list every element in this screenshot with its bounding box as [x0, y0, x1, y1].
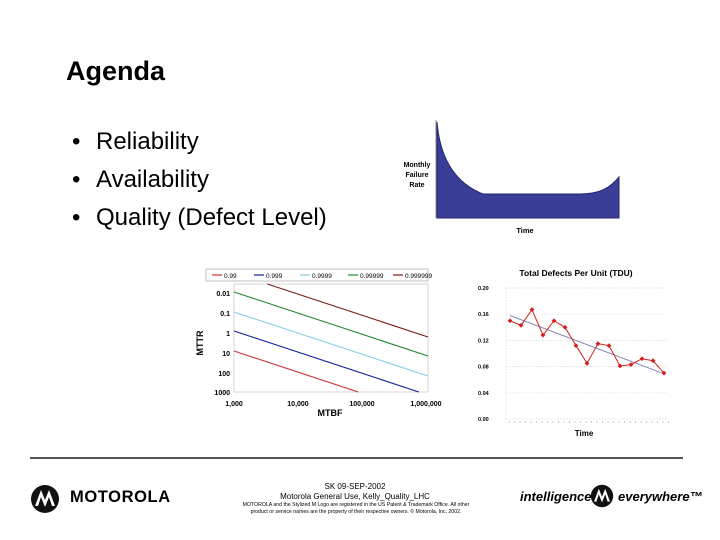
tdu-chart: Total Defects Per Unit (TDU) 0.20 0.16 0.1… — [478, 268, 669, 438]
tdu-data-point — [540, 332, 546, 338]
mttr-y-tick: 10 — [222, 351, 230, 358]
slide-title: Agenda — [66, 56, 166, 86]
mttr-plot-area — [233, 283, 429, 393]
mttr-availability-line — [233, 311, 429, 377]
tdu-y-tick: 0.04 — [478, 391, 490, 397]
footer-date: SK 09-SEP-2002 — [324, 482, 386, 491]
bathtub-ylabel-line1: Monthly — [404, 162, 431, 169]
tdu-data-point — [628, 362, 634, 368]
tagline-left: intelligence — [520, 489, 592, 504]
tdu-title: Total Defects Per Unit (TDU) — [519, 268, 632, 278]
mttr-x-tick: 1,000 — [225, 401, 243, 408]
mttr-y-tick: 1000 — [214, 390, 230, 397]
agenda-item-availability: • Availability — [72, 164, 327, 202]
tdu-data-point — [595, 341, 601, 347]
mttr-legend-label: 0.99999 — [360, 273, 384, 280]
motorola-logo-small-icon — [590, 484, 614, 508]
agenda-item-label: Quality (Defect Level) — [96, 204, 327, 231]
mttr-y-tick: 0.01 — [216, 291, 230, 298]
mttr-y-tick: 100 — [218, 371, 230, 378]
tdu-data-point — [573, 343, 579, 349]
tdu-y-tick: 0.12 — [478, 338, 489, 344]
mttr-ylabel: MTTR — [195, 330, 205, 355]
tdu-data-point — [661, 370, 667, 376]
footer-legal: MOTOROLA and the Stylized M Logo are reg… — [212, 502, 500, 516]
agenda-item-quality: • Quality (Defect Level) — [72, 202, 327, 240]
bullet-glyph: • — [72, 128, 81, 155]
footer-classification: Motorola General Use, Kelly_Quality_LHC — [280, 492, 430, 501]
tdu-gridlines — [505, 287, 669, 423]
tdu-y-tick: 0.00 — [478, 417, 489, 423]
tdu-data-point — [617, 363, 623, 369]
mttr-legend: 0.99 0.999 0.9999 0.99999 0.999999 — [212, 273, 432, 280]
bathtub-area — [436, 121, 620, 219]
mttr-x-tick: 1,000,000 — [410, 401, 441, 408]
mttr-mtbf-chart: 0.99 0.999 0.9999 0.99999 0.999999 0.01 0.1 1 1… — [195, 268, 442, 418]
agenda-item-reliability: • Reliability — [72, 126, 327, 164]
mttr-availability-line — [233, 350, 359, 393]
agenda-item-label: Reliability — [96, 128, 199, 155]
tdu-data-point — [518, 322, 524, 328]
footer-legal-line2: product or service names are the propert… — [250, 509, 462, 515]
mttr-availability-line — [267, 283, 429, 338]
tdu-data-point — [584, 360, 590, 366]
bullet-glyph: • — [72, 204, 81, 231]
bathtub-xlabel: Time — [516, 226, 533, 235]
mttr-availability-line — [233, 330, 420, 393]
tagline: intelligence everywhere™ — [520, 481, 703, 517]
mttr-x-tick: 10,000 — [287, 401, 309, 408]
tdu-y-tick: 0.08 — [478, 365, 489, 371]
tdu-data-point — [650, 358, 656, 364]
tdu-data-point — [606, 343, 612, 349]
tdu-series — [507, 307, 667, 376]
tagline-right: everywhere™ — [618, 489, 703, 504]
motorola-brand: MOTOROLA — [30, 481, 195, 517]
bathtub-curve-figure: Monthly Failure Rate Time — [404, 120, 620, 235]
brand-wordmark: MOTOROLA — [70, 488, 171, 506]
footer-divider — [30, 457, 683, 459]
bathtub-ylabel-line3: Rate — [409, 182, 424, 189]
tdu-trend-line — [509, 315, 665, 375]
bullet-glyph: • — [72, 166, 81, 193]
tdu-data-point — [639, 356, 645, 362]
tdu-data-point — [551, 318, 557, 324]
bathtub-ylabel-line2: Failure — [406, 172, 429, 179]
tdu-y-ticks: 0.20 0.16 0.12 0.08 0.04 0.00 — [478, 286, 490, 423]
tdu-y-tick: 0.16 — [478, 312, 489, 318]
mttr-lines — [233, 283, 429, 393]
mttr-y-ticks: 0.01 0.1 1 10 100 1000 — [214, 291, 230, 397]
tdu-data-point — [507, 318, 513, 324]
tdu-data-point — [529, 307, 535, 313]
mttr-x-tick: 100,000 — [349, 401, 374, 408]
mttr-x-ticks: 1,000 10,000 100,000 1,000,000 — [225, 401, 441, 408]
footer-info: SK 09-SEP-2002 Motorola General Use, Kel… — [220, 482, 490, 502]
mttr-legend-label: 0.999999 — [405, 273, 432, 280]
mttr-legend-label: 0.9999 — [312, 273, 332, 280]
motorola-logo-icon — [31, 485, 59, 513]
mttr-legend-label: 0.999 — [266, 273, 283, 280]
mttr-legend-label: 0.99 — [224, 273, 237, 280]
agenda-item-label: Availability — [96, 166, 209, 193]
tdu-data-point — [562, 324, 568, 330]
agenda-list: • Reliability • Availability • Quality (Def… — [72, 126, 327, 240]
mttr-legend-box — [205, 268, 429, 282]
mttr-y-tick: 1 — [226, 331, 230, 338]
mttr-availability-line — [233, 291, 429, 357]
tdu-y-tick: 0.20 — [478, 286, 489, 292]
mttr-y-tick: 0.1 — [220, 311, 230, 318]
tdu-xlabel: Time — [575, 429, 594, 438]
footer-legal-line1: MOTOROLA and the Stylized M Logo are reg… — [242, 502, 470, 508]
mttr-xlabel: MTBF — [318, 408, 343, 418]
